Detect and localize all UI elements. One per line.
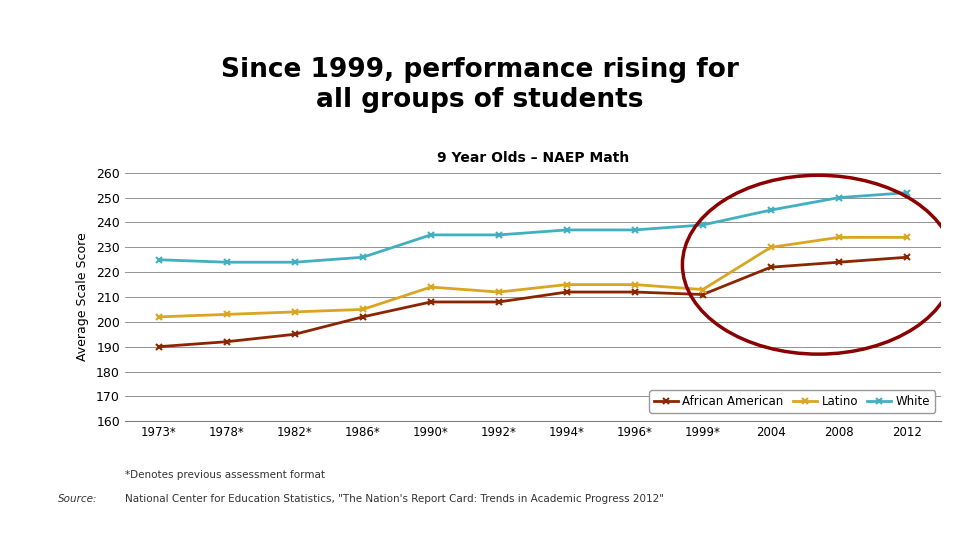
Latino [697,286,708,293]
White [153,256,164,263]
White [561,227,572,233]
Text: National Center for Education Statistics, "The Nation's Report Card: Trends in A: National Center for Education Statistics… [125,494,663,504]
White [629,227,640,233]
Latino [765,244,777,251]
Latino [901,234,913,241]
African American [357,314,369,320]
White [901,190,913,196]
White [289,259,300,266]
African American [493,299,505,305]
African American [153,343,164,350]
Line: Latino: Latino [156,234,910,320]
Latino [833,234,845,241]
Latino [357,306,369,313]
White [833,194,845,201]
White [765,207,777,213]
White [425,232,437,238]
Text: *Denotes previous assessment format: *Denotes previous assessment format [125,470,324,480]
Line: African American: African American [156,254,910,350]
Latino [629,281,640,288]
African American [765,264,777,271]
Latino [221,311,232,318]
Text: Since 1999, performance rising for
all groups of students: Since 1999, performance rising for all g… [221,57,739,113]
African American [289,331,300,338]
African American [629,289,640,295]
Line: White: White [156,189,910,266]
Latino [289,309,300,315]
Legend: African American, Latino, White: African American, Latino, White [649,390,935,413]
White [221,259,232,266]
African American [425,299,437,305]
Latino [425,284,437,291]
Text: Source:: Source: [58,494,97,504]
African American [697,291,708,298]
African American [561,289,572,295]
Text: ©2017 THE EDUCATION TRUST: ©2017 THE EDUCATION TRUST [748,515,950,528]
Text: 9 Year Olds – NAEP Math: 9 Year Olds – NAEP Math [437,151,629,165]
Latino [561,281,572,288]
African American [833,259,845,266]
White [357,254,369,260]
Latino [493,289,505,295]
Latino [153,314,164,320]
White [493,232,505,238]
White [697,222,708,228]
Y-axis label: Average Scale Score: Average Scale Score [76,233,89,361]
African American [221,339,232,345]
African American [901,254,913,260]
